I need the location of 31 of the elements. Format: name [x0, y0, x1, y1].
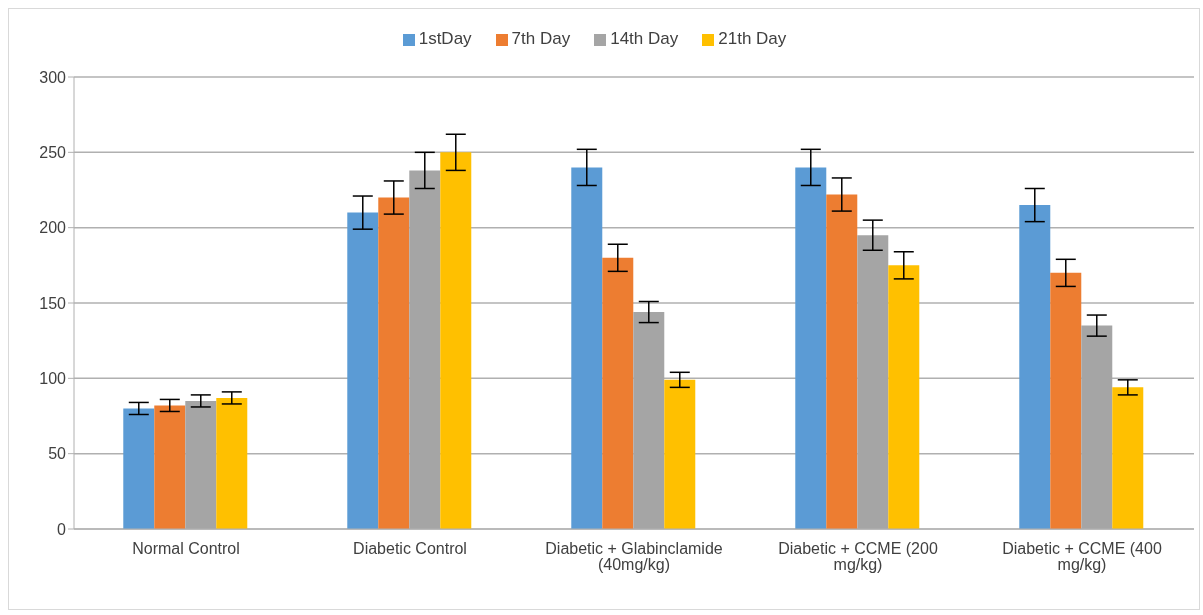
bar — [378, 197, 410, 529]
legend-label: 7th Day — [511, 29, 571, 48]
bar — [888, 265, 920, 529]
bar — [664, 379, 696, 529]
legend-label: 21th Day — [718, 29, 787, 48]
bar — [1112, 387, 1144, 529]
bar — [826, 194, 858, 529]
x-tick-label: Diabetic Control — [353, 540, 467, 558]
y-tick-label: 300 — [39, 68, 67, 86]
legend-label: 14th Day — [610, 29, 679, 48]
bar — [154, 405, 186, 529]
y-tick-label: 150 — [39, 294, 67, 312]
bar — [216, 397, 248, 529]
x-tick-label: Diabetic + CCME (200 mg/kg) — [778, 540, 938, 574]
x-tick-label: Diabetic + CCME (400 mg/kg) — [1002, 540, 1162, 574]
y-tick-label: 100 — [39, 370, 67, 388]
bar — [1019, 205, 1051, 529]
x-tick-label: Diabetic + Glabinclamide (40mg/kg) — [545, 540, 723, 574]
bar — [602, 257, 634, 529]
y-tick-label: 50 — [48, 445, 67, 463]
y-tick-label: 250 — [39, 144, 67, 162]
bar — [123, 408, 155, 529]
y-tick-label: 0 — [57, 520, 67, 538]
bar — [347, 212, 379, 529]
legend-label: 1stDay — [418, 29, 472, 48]
y-tick-label: 200 — [39, 219, 67, 237]
bar — [795, 167, 827, 529]
bar — [440, 152, 472, 529]
bar — [1050, 272, 1082, 529]
x-tick-label: Normal Control — [132, 540, 240, 558]
bar — [571, 167, 603, 529]
